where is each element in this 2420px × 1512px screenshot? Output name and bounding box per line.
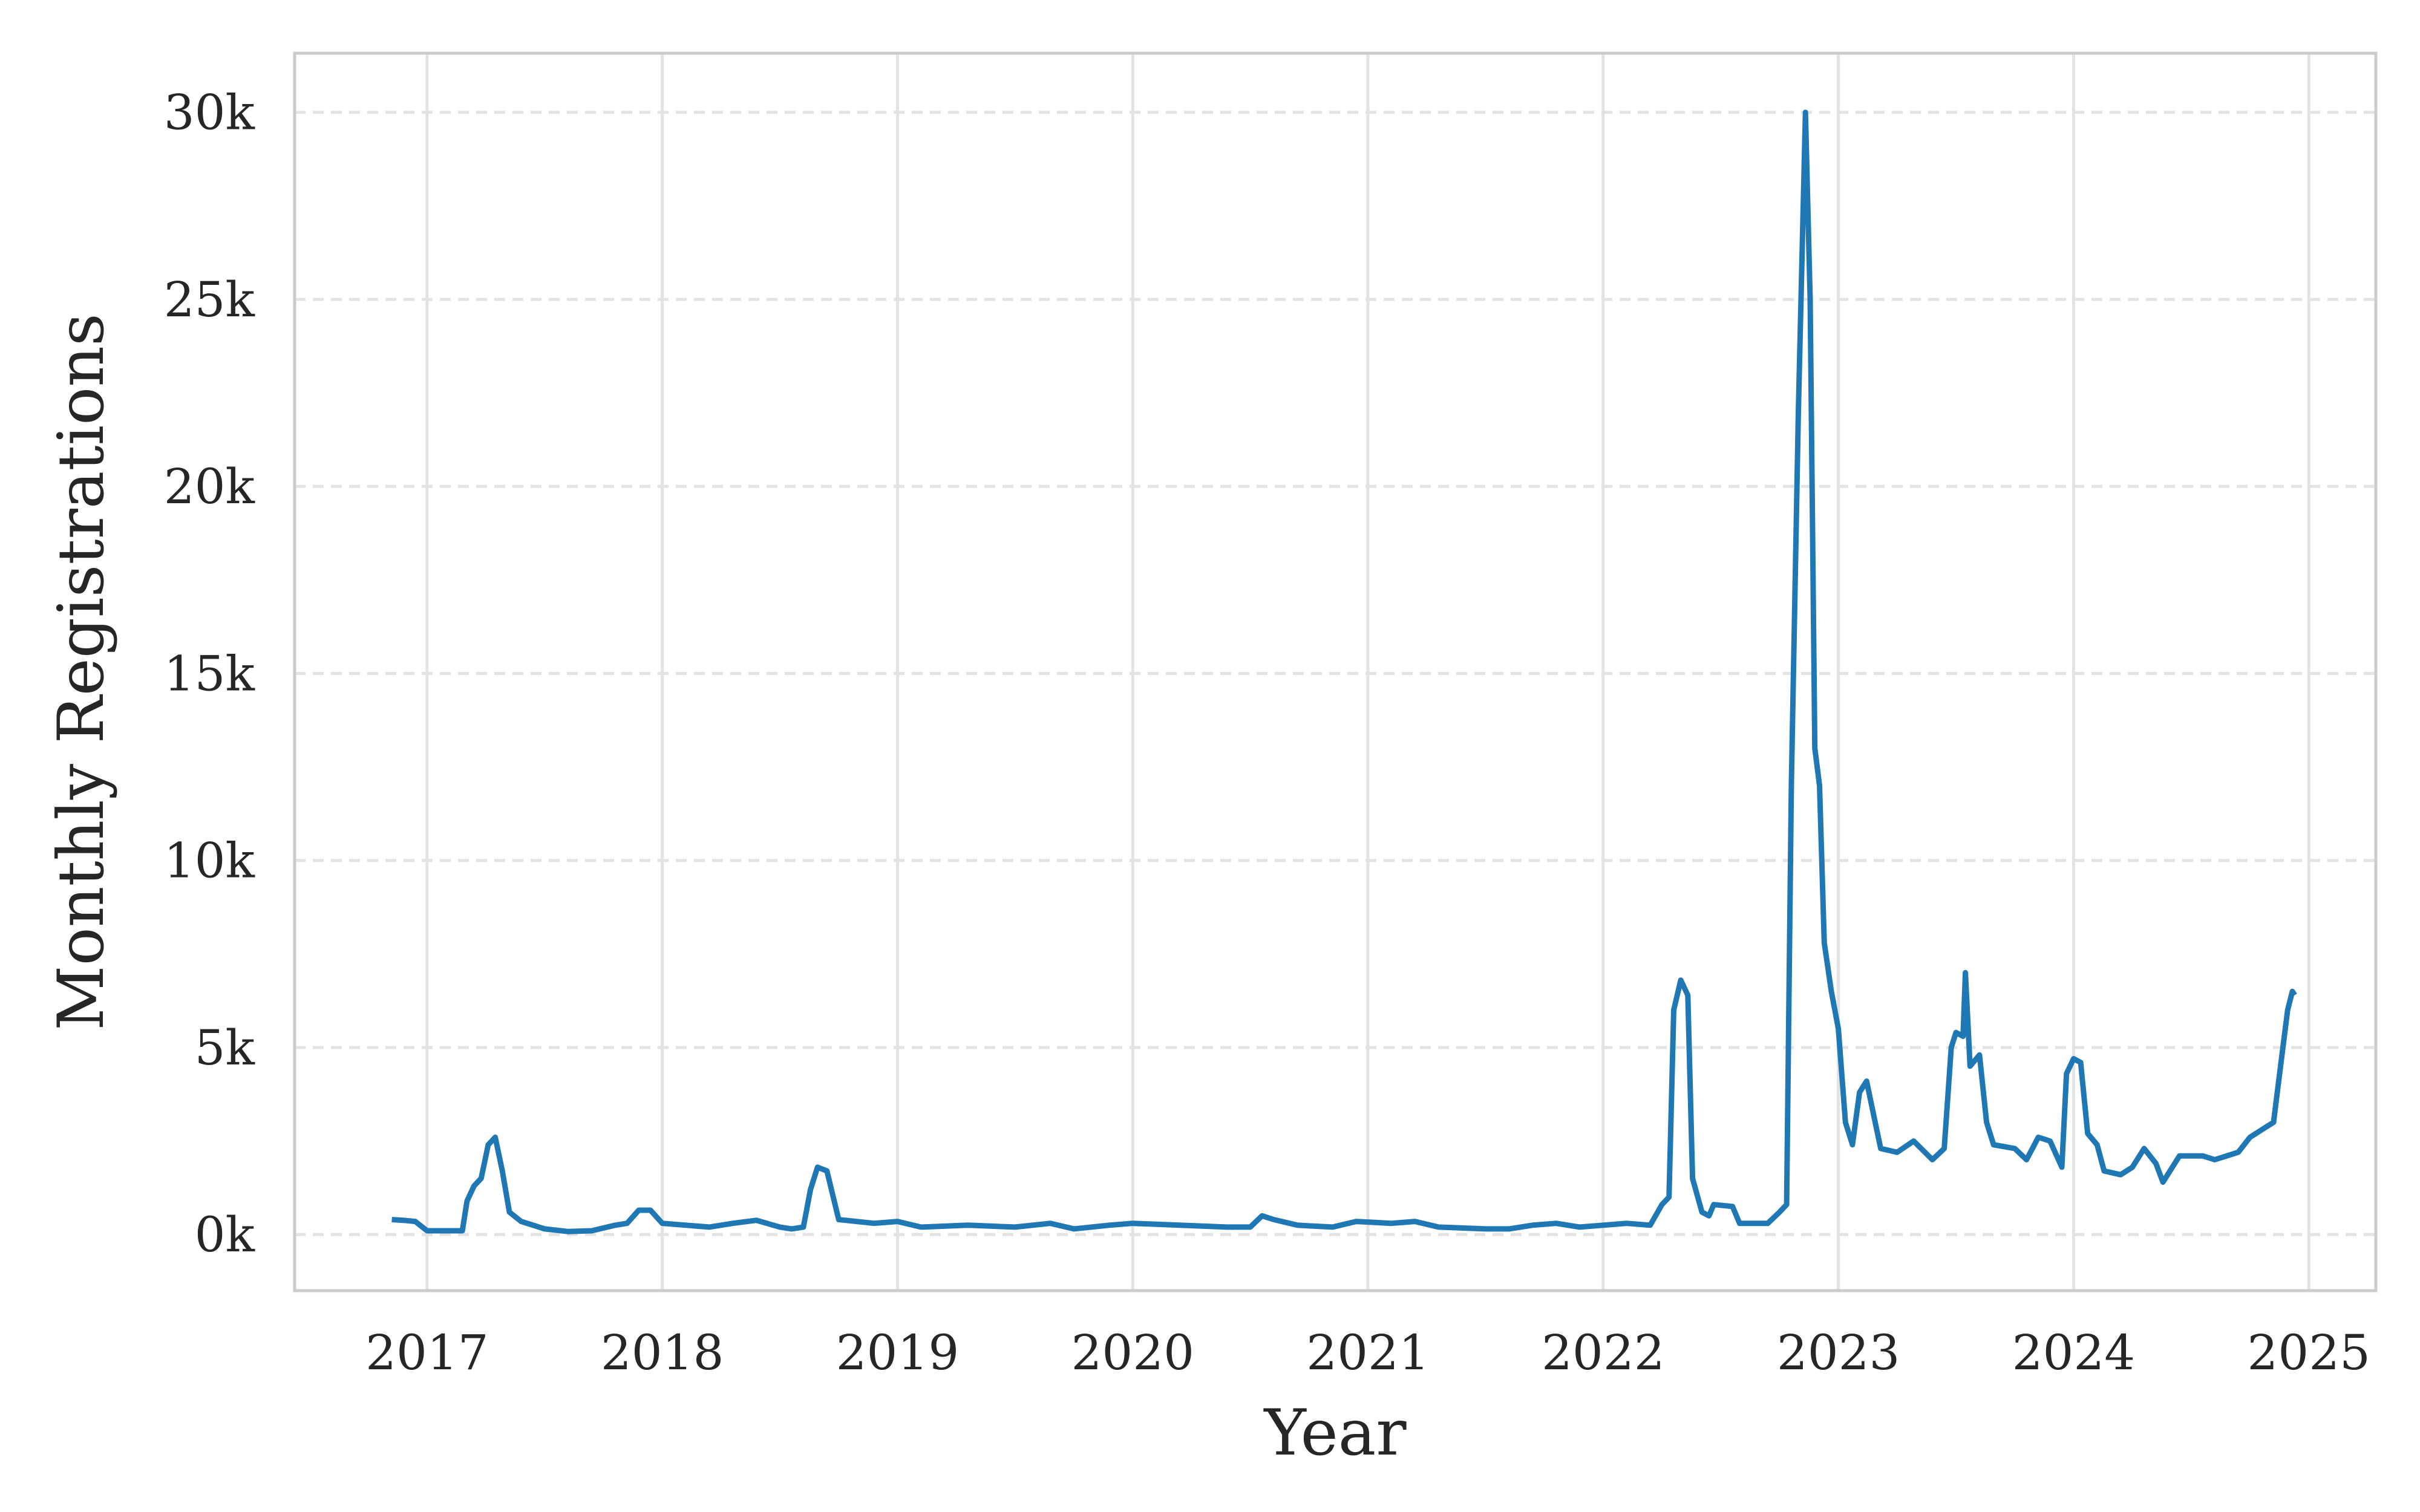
y-tick-label: 20k <box>164 458 256 515</box>
y-axis-label: Monthly Registrations <box>44 313 118 1031</box>
x-tick-label: 2018 <box>601 1325 724 1381</box>
x-axis-label: Year <box>1263 1396 1407 1470</box>
y-tick-label: 30k <box>164 85 256 141</box>
y-tick-label: 5k <box>195 1020 256 1076</box>
x-tick-label: 2025 <box>2247 1325 2370 1381</box>
x-tick-label: 2022 <box>1542 1325 1665 1381</box>
x-tick-label: 2017 <box>365 1325 489 1381</box>
y-tick-label: 10k <box>164 833 256 889</box>
x-tick-label: 2019 <box>836 1325 960 1381</box>
x-tick-label: 2024 <box>2012 1325 2136 1381</box>
y-tick-label: 15k <box>164 645 256 702</box>
y-tick-label: 25k <box>164 272 256 328</box>
x-tick-label: 2021 <box>1306 1325 1430 1381</box>
y-tick-label: 0k <box>195 1207 256 1263</box>
data-line <box>391 109 2297 1234</box>
x-tick-label: 2023 <box>1777 1325 1900 1381</box>
x-tick-label: 2020 <box>1071 1325 1194 1381</box>
plot-frame <box>293 51 2378 1292</box>
